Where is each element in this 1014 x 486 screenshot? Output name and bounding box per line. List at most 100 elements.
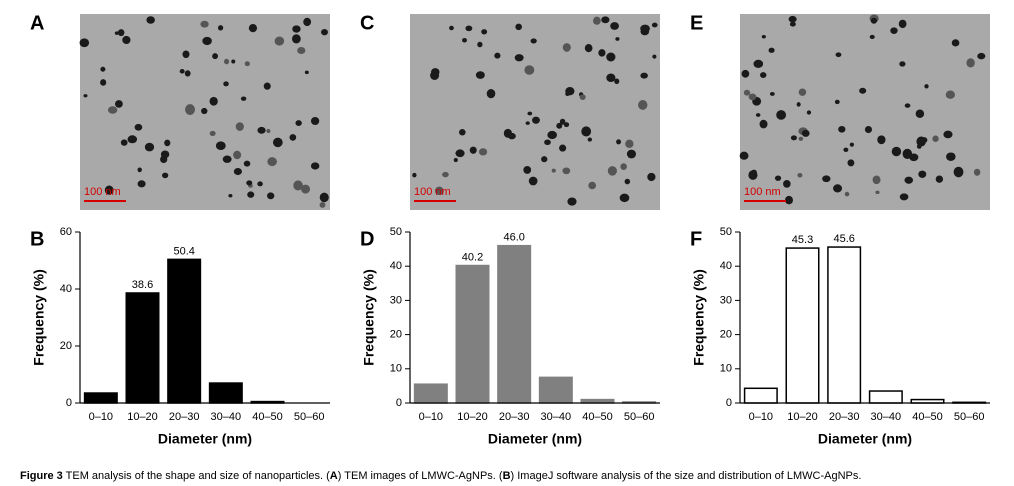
- nanoparticle: [847, 159, 855, 167]
- x-tick-label: 30–40: [871, 411, 902, 423]
- nanoparticle: [563, 122, 570, 128]
- nanoparticle: [945, 90, 956, 99]
- y-tick-label: 20: [60, 340, 72, 352]
- nanoparticle: [601, 16, 610, 24]
- nanoparticle: [932, 135, 939, 142]
- caption-segment: B: [503, 470, 511, 482]
- x-tick-label: 0–10: [419, 411, 443, 423]
- nanoparticle: [233, 168, 242, 176]
- nanoparticle: [289, 134, 297, 141]
- nanoparticle: [751, 169, 757, 175]
- nanoparticle: [321, 28, 328, 36]
- nanoparticle: [104, 185, 114, 195]
- y-tick-label: 0: [396, 397, 402, 409]
- nanoparticle: [524, 65, 535, 75]
- value-label: 46.0: [503, 232, 524, 244]
- x-tick-label: 0–10: [749, 411, 773, 423]
- panel-label: B: [30, 228, 44, 250]
- nanoparticle: [904, 103, 911, 108]
- nanoparticle: [789, 21, 796, 27]
- y-tick-label: 0: [66, 397, 72, 409]
- nanoparticle: [606, 73, 616, 83]
- nanoparticle: [272, 137, 283, 148]
- nanoparticle: [647, 172, 656, 182]
- nanoparticle: [584, 44, 593, 53]
- nanoparticle: [182, 50, 190, 59]
- nanoparticle: [303, 17, 312, 27]
- bar: [868, 390, 903, 404]
- nanoparticle: [478, 148, 488, 156]
- x-tick-label: 10–20: [127, 411, 158, 423]
- nanoparticle: [528, 176, 538, 186]
- nanoparticle: [785, 195, 793, 205]
- nanoparticle: [899, 193, 909, 201]
- nanoparticle: [481, 29, 488, 35]
- nanoparticle: [209, 130, 216, 137]
- nanoparticle: [796, 102, 801, 107]
- nanoparticle: [541, 156, 548, 163]
- nanoparticle: [890, 27, 898, 34]
- nanoparticle: [619, 193, 630, 203]
- nanoparticle: [798, 136, 804, 141]
- nanoparticle: [137, 180, 146, 188]
- nanoparticle: [977, 52, 986, 60]
- nanoparticle: [310, 162, 320, 170]
- nanoparticle: [798, 88, 807, 96]
- y-tick-label: 40: [60, 283, 72, 295]
- panel-label: F: [690, 228, 702, 250]
- nanoparticle: [127, 135, 138, 144]
- nanoparticle: [164, 139, 171, 147]
- nanoparticle: [240, 96, 247, 101]
- nanoparticle: [459, 129, 466, 136]
- nanoparticle: [202, 36, 212, 46]
- nanoparticle: [801, 129, 810, 137]
- x-axis-title: Diameter (nm): [158, 431, 252, 447]
- nanoparticle: [844, 191, 850, 197]
- bar: [785, 247, 820, 404]
- nanoparticle: [909, 153, 919, 162]
- nanoparticle: [83, 94, 88, 98]
- bar: [125, 292, 160, 404]
- nanoparticle: [615, 37, 620, 41]
- nanoparticle: [201, 107, 208, 115]
- nanoparticle: [295, 120, 302, 126]
- nanoparticle: [951, 39, 960, 47]
- nanoparticle: [244, 61, 250, 67]
- bar: [455, 264, 490, 404]
- caption-segment: ) ImageJ software analysis of the size a…: [511, 470, 862, 482]
- nanoparticle: [310, 116, 320, 126]
- bar: [538, 376, 573, 404]
- nanoparticle: [935, 175, 944, 183]
- scale-bar-label: 100 nm: [84, 186, 121, 198]
- x-tick-label: 40–50: [582, 411, 613, 423]
- nanoparticle: [877, 135, 886, 145]
- y-tick-label: 30: [390, 294, 402, 306]
- nanoparticle: [755, 113, 761, 117]
- nanoparticle: [849, 142, 855, 147]
- y-tick-label: 30: [720, 294, 732, 306]
- nanoparticle: [899, 61, 906, 67]
- x-tick-label: 10–20: [787, 411, 818, 423]
- nanoparticle: [788, 15, 797, 23]
- nanoparticle: [834, 99, 840, 105]
- nanoparticle: [231, 59, 236, 64]
- panel-label: C: [360, 12, 374, 34]
- x-tick-label: 20–30: [829, 411, 860, 423]
- nanoparticle: [530, 38, 537, 44]
- nanoparticle: [966, 58, 975, 68]
- nanoparticle: [291, 34, 301, 44]
- nanoparticle: [223, 81, 229, 87]
- nanoparticle: [891, 146, 902, 157]
- nanoparticle: [859, 87, 867, 94]
- nanoparticle: [614, 78, 620, 85]
- scale-bar-label: 100 nm: [414, 186, 451, 198]
- nanoparticle: [515, 23, 522, 31]
- nanoparticle: [790, 135, 797, 141]
- value-label: 45.6: [833, 233, 854, 245]
- nanoparticle: [246, 180, 253, 186]
- y-tick-label: 40: [390, 260, 402, 272]
- nanoparticle: [263, 82, 271, 90]
- caption-segment: TEM analysis of the shape and size of na…: [63, 470, 330, 482]
- nanoparticle: [625, 139, 634, 149]
